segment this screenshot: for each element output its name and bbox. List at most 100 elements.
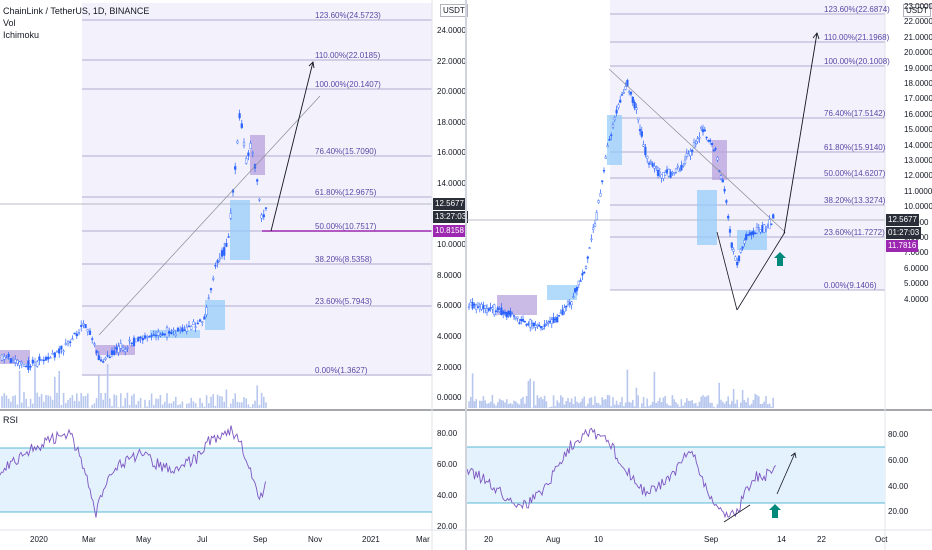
volume-bar bbox=[659, 397, 661, 408]
volume-bar bbox=[587, 403, 589, 408]
candle-body bbox=[124, 349, 127, 352]
right-chart-pane[interactable]: USDT 123.60%(22.6874) 110.00%(21.1968) 100… bbox=[467, 0, 932, 550]
projection-arrow[interactable] bbox=[783, 32, 820, 235]
candle-body bbox=[0, 354, 4, 361]
candle-body bbox=[728, 229, 732, 233]
volume-bar bbox=[756, 395, 758, 408]
volume-bar bbox=[27, 406, 30, 408]
wedge-line-2[interactable] bbox=[736, 231, 786, 311]
candle-body bbox=[91, 338, 94, 340]
candle-body bbox=[207, 297, 210, 300]
volume-bar bbox=[120, 393, 122, 408]
candle-body bbox=[262, 214, 265, 218]
volume-bar bbox=[761, 403, 764, 408]
rsi-axis-tick: 80.00 bbox=[888, 430, 909, 439]
candle-body bbox=[51, 353, 54, 355]
volume-bar bbox=[736, 399, 738, 408]
volume-bar bbox=[87, 393, 89, 408]
volume-bar bbox=[54, 376, 56, 408]
candle-body bbox=[95, 350, 98, 353]
currency-button[interactable]: USDT bbox=[903, 4, 931, 17]
left-chart-pane[interactable]: ChainLink / TetherUS, 1D, BINANCE Vol Ic… bbox=[0, 0, 469, 550]
layout-splitter[interactable] bbox=[465, 0, 467, 550]
volume-bar bbox=[743, 400, 746, 408]
volume-bar bbox=[549, 406, 551, 408]
volume-bar bbox=[45, 394, 47, 408]
vol-indicator-label[interactable]: Vol bbox=[3, 18, 16, 28]
candle-body bbox=[203, 316, 206, 320]
candle-body bbox=[473, 304, 476, 306]
volume-bar bbox=[12, 396, 14, 408]
price-axis-tick: 15.0000 bbox=[904, 125, 932, 135]
ichimoku-indicator-label[interactable]: Ichimoku bbox=[3, 30, 40, 40]
volume-bar bbox=[205, 395, 208, 408]
volume-bar bbox=[18, 370, 21, 408]
volume-bar bbox=[199, 398, 201, 408]
candle-body bbox=[624, 86, 627, 90]
volume-bar bbox=[641, 403, 643, 408]
price-axis-tick: 19.0000 bbox=[904, 63, 932, 73]
volume-bar bbox=[131, 395, 133, 408]
volume-bar bbox=[682, 405, 684, 408]
volume-bar bbox=[711, 402, 713, 408]
volume-bar bbox=[671, 395, 674, 408]
wedge-line-1[interactable] bbox=[716, 231, 738, 311]
volume-bar bbox=[525, 396, 528, 408]
candle-body bbox=[38, 356, 41, 361]
price-axis-tick: 22.0000 bbox=[904, 17, 932, 27]
currency-button[interactable]: USDT bbox=[440, 4, 468, 17]
candle-body bbox=[590, 238, 593, 241]
candle-body bbox=[750, 231, 753, 236]
volume-bar bbox=[482, 396, 485, 408]
candle-body bbox=[507, 310, 510, 315]
symbol-title[interactable]: ChainLink / TetherUS, 1D, BINANCE bbox=[3, 6, 150, 16]
volume-bar bbox=[704, 396, 706, 408]
descending-trend-line[interactable] bbox=[608, 68, 786, 233]
candle-body bbox=[102, 361, 105, 363]
candle-body bbox=[647, 163, 651, 165]
candle-body bbox=[512, 315, 516, 317]
volume-bar bbox=[619, 402, 621, 408]
rsi-divergence-lines[interactable] bbox=[723, 452, 797, 523]
volume-bar bbox=[232, 398, 234, 408]
candle-body bbox=[678, 170, 681, 173]
candle-body bbox=[71, 338, 74, 341]
candle-body bbox=[485, 308, 489, 313]
volume-bar bbox=[698, 401, 701, 408]
rsi-indicator-label[interactable]: RSI bbox=[3, 415, 19, 425]
candle-body bbox=[606, 145, 609, 148]
candle-body bbox=[565, 305, 568, 308]
rsi-axis-tick: 60.00 bbox=[437, 460, 458, 469]
volume-bar bbox=[219, 396, 221, 408]
price-axis-tick: 21.0000 bbox=[904, 32, 932, 42]
cloud-segment bbox=[607, 115, 622, 165]
volume-bar bbox=[60, 405, 63, 408]
candle-body bbox=[741, 246, 744, 249]
volume-bar bbox=[594, 396, 596, 408]
volume-bar bbox=[707, 395, 710, 408]
candle-body bbox=[629, 91, 633, 95]
projection-arrow[interactable] bbox=[270, 61, 315, 232]
candle-body bbox=[163, 333, 166, 336]
candle-body bbox=[238, 113, 241, 119]
fib-trend-line[interactable] bbox=[98, 95, 321, 336]
volume-bar bbox=[522, 396, 524, 408]
volume-bar bbox=[603, 399, 605, 408]
candle-body bbox=[628, 91, 631, 93]
candle-body bbox=[117, 346, 120, 353]
volume-bar bbox=[241, 402, 243, 408]
volume-bars bbox=[468, 369, 774, 408]
candle-body bbox=[196, 322, 199, 325]
candle-body bbox=[646, 155, 649, 159]
volume-bar bbox=[579, 401, 582, 408]
volume-bar bbox=[146, 406, 148, 408]
left-chart-canvas[interactable] bbox=[0, 0, 466, 550]
time-axis-tick: Jul bbox=[197, 535, 208, 544]
fib-retracement-zone[interactable] bbox=[82, 3, 432, 376]
candle-body bbox=[146, 336, 149, 338]
candle-body bbox=[475, 304, 478, 310]
price-axis-tick: 18.0000 bbox=[904, 79, 932, 88]
candle-body bbox=[161, 333, 164, 336]
right-chart-canvas[interactable] bbox=[467, 0, 932, 550]
volume-bar bbox=[172, 401, 175, 408]
